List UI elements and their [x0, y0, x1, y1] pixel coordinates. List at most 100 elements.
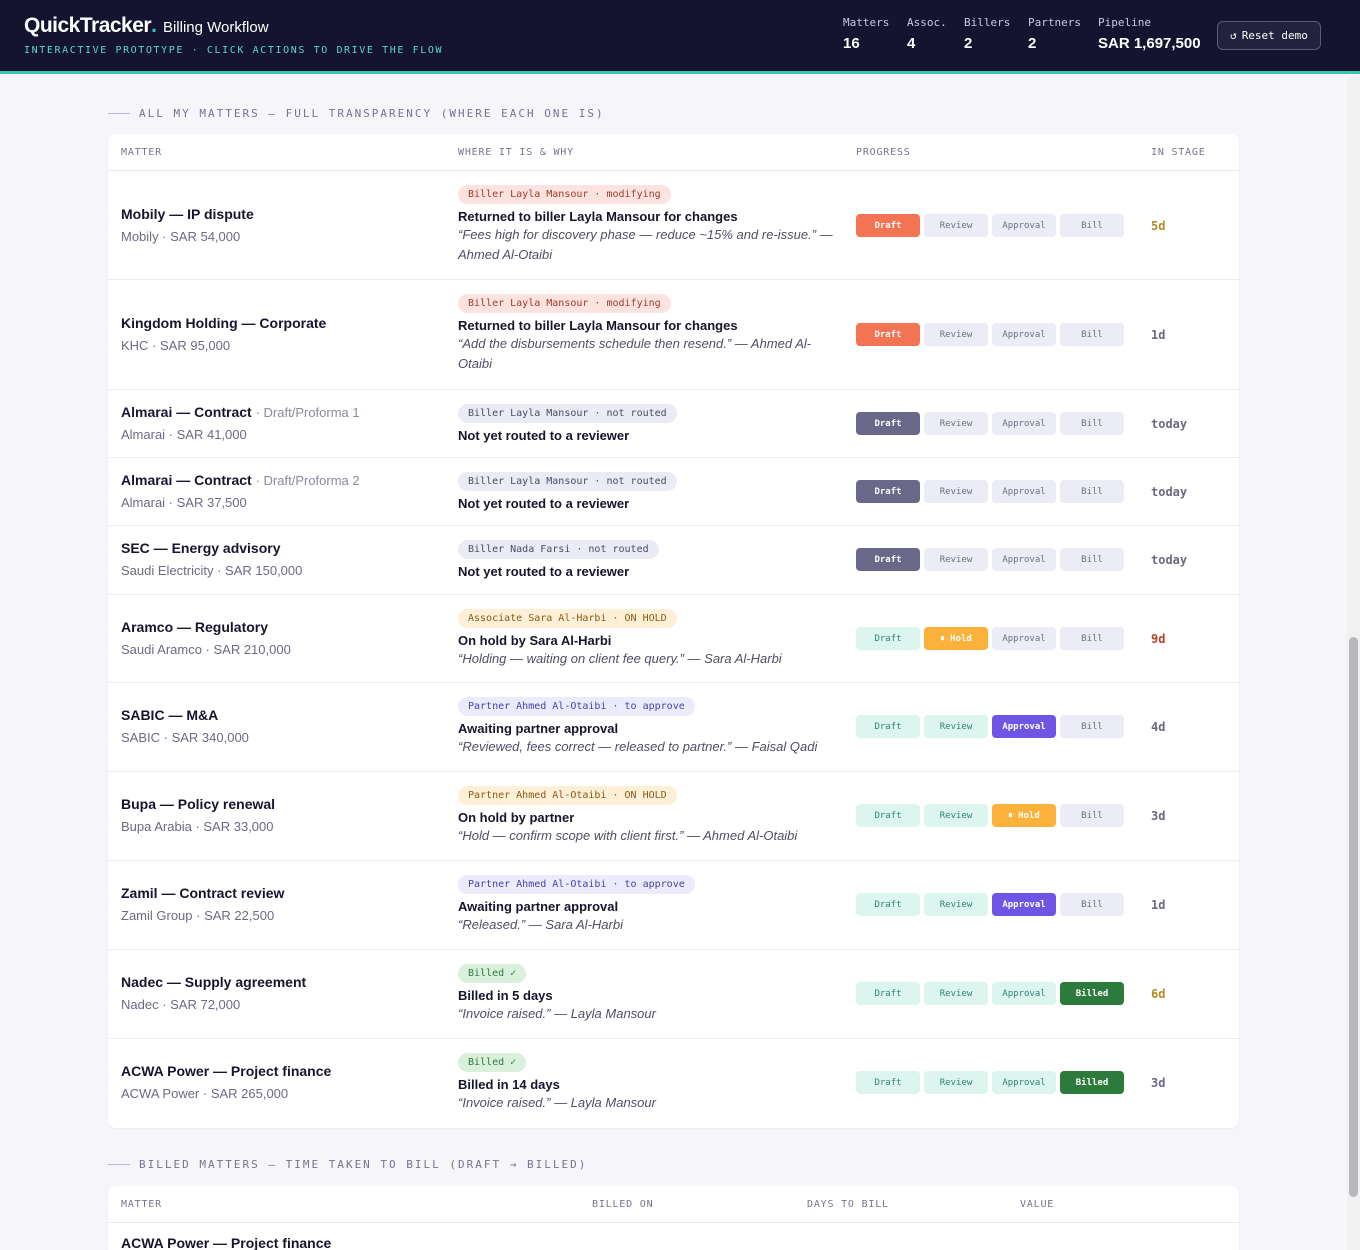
progress-track: Draft Review Approval Bill — [856, 323, 1124, 346]
stage-review[interactable]: Review — [924, 412, 988, 435]
matter-client: Mobily · SAR 54,000 — [121, 229, 241, 244]
billed-section-title: BILLED MATTERS — TIME TAKEN TO BILL (DRA… — [108, 1158, 587, 1171]
stat-pipeline: Pipeline SAR 1,697,500 — [1098, 16, 1201, 52]
table-row[interactable]: Nadec — Supply agreement Nadec · SAR 72,… — [108, 950, 1239, 1039]
status-tag: Partner Ahmed Al-Otaibi · to approve — [458, 697, 695, 716]
in-stage-duration: 5d — [1151, 219, 1166, 233]
stage-bill[interactable]: Bill — [1060, 715, 1124, 738]
stage-review[interactable]: Review — [924, 1071, 988, 1094]
stage-draft[interactable]: Draft — [856, 323, 920, 346]
status-headline: On hold by Sara Al-Harbi — [458, 633, 612, 648]
stage-approval[interactable]: Approval — [992, 214, 1056, 237]
table-row[interactable]: Aramco — Regulatory Saudi Aramco · SAR 2… — [108, 595, 1239, 683]
matter-cell: ACWA Power — Project finance ACWA Power … — [121, 1063, 331, 1101]
brand-dot: . — [151, 14, 157, 37]
matter-cell: Almarai — Contract · Draft/Proforma 2 Al… — [121, 472, 360, 510]
stage-approval[interactable]: Approval — [992, 412, 1056, 435]
stat-value: 16 — [843, 35, 860, 52]
table-row[interactable]: Mobily — IP dispute Mobily · SAR 54,000 … — [108, 171, 1239, 280]
table-row[interactable]: Kingdom Holding — Corporate KHC · SAR 95… — [108, 280, 1239, 390]
stage-draft[interactable]: Draft — [856, 982, 920, 1005]
stage-hold[interactable]: ⏸ Hold — [992, 804, 1056, 827]
table-header: MATTER WHERE IT IS & WHY PROGRESS IN STA… — [108, 134, 1239, 171]
stage-bill[interactable]: Bill — [1060, 893, 1124, 916]
stage-review[interactable]: Review — [924, 982, 988, 1005]
stage-review[interactable]: Review — [924, 323, 988, 346]
matter-client: Saudi Electricity · SAR 150,000 — [121, 563, 303, 578]
table-row[interactable]: Zamil — Contract review Zamil Group · SA… — [108, 861, 1239, 950]
stage-draft[interactable]: Draft — [856, 214, 920, 237]
stage-review[interactable]: Review — [924, 480, 988, 503]
matter-title: SABIC — M&A — [121, 707, 219, 723]
stage-review[interactable]: Review — [924, 893, 988, 916]
stage-draft[interactable]: Draft — [856, 412, 920, 435]
where-cell: Partner Ahmed Al-Otaibi · to approve Awa… — [458, 696, 838, 757]
stage-review[interactable]: Review — [924, 548, 988, 571]
stage-bill[interactable]: Bill — [1060, 323, 1124, 346]
stage-approval[interactable]: Approval — [992, 323, 1056, 346]
stat-value: SAR 1,697,500 — [1098, 35, 1201, 52]
stage-bill[interactable]: Bill — [1060, 804, 1124, 827]
where-cell: Biller Layla Mansour · modifying Returne… — [458, 184, 838, 265]
stage-approval[interactable]: Approval — [992, 893, 1056, 916]
matter-cell: SEC — Energy advisory Saudi Electricity … — [121, 540, 302, 578]
section-rule — [108, 1164, 130, 1165]
section-title-text: BILLED MATTERS — TIME TAKEN TO BILL (DRA… — [139, 1158, 588, 1171]
stage-draft[interactable]: Draft — [856, 715, 920, 738]
stage-review[interactable]: Review — [924, 214, 988, 237]
stage-hold[interactable]: ⏸ Hold — [924, 627, 988, 650]
where-cell: Associate Sara Al-Harbi · ON HOLD On hol… — [458, 608, 838, 669]
stage-approval[interactable]: Approval — [992, 548, 1056, 571]
stage-bill[interactable]: Bill — [1060, 548, 1124, 571]
status-headline: Awaiting partner approval — [458, 721, 619, 736]
matter-cell: Bupa — Policy renewal Bupa Arabia · SAR … — [121, 796, 275, 834]
stage-draft[interactable]: Draft — [856, 480, 920, 503]
column-header-in-stage: IN STAGE — [1151, 147, 1206, 158]
where-cell: Partner Ahmed Al-Otaibi · ON HOLD On hol… — [458, 785, 838, 846]
status-quote: “Holding — waiting on client fee query.”… — [458, 651, 782, 666]
brand-name: QuickTracker — [24, 14, 152, 37]
stage-billed[interactable]: Billed — [1060, 982, 1124, 1005]
matter-client: Zamil Group · SAR 22,500 — [121, 908, 275, 923]
scrollbar-thumb[interactable] — [1349, 637, 1358, 1197]
matter-client: ACWA Power · SAR 265,000 — [121, 1086, 289, 1101]
stat-partners: Partners 2 — [1028, 16, 1081, 52]
stage-bill[interactable]: Bill — [1060, 214, 1124, 237]
in-stage-duration: 6d — [1151, 987, 1166, 1001]
in-stage-duration: 3d — [1151, 1076, 1166, 1090]
stage-draft[interactable]: Draft — [856, 893, 920, 916]
stage-approval[interactable]: Approval — [992, 480, 1056, 503]
stat-label: Partners — [1028, 16, 1081, 29]
section-title-text: ALL MY MATTERS — FULL TRANSPARENCY (WHER… — [139, 107, 605, 120]
reset-demo-button[interactable]: ↺ Reset demo — [1217, 21, 1321, 50]
stage-approval[interactable]: Approval — [992, 627, 1056, 650]
stage-review[interactable]: Review — [924, 715, 988, 738]
stage-bill[interactable]: Bill — [1060, 627, 1124, 650]
progress-track: Draft Review Approval Billed — [856, 1071, 1124, 1094]
table-row[interactable]: SEC — Energy advisory Saudi Electricity … — [108, 526, 1239, 595]
progress-track: Draft Review Approval Billed — [856, 982, 1124, 1005]
matter-title: ACWA Power — Project finance — [121, 1063, 332, 1079]
stage-approval[interactable]: Approval — [992, 715, 1056, 738]
stage-approval[interactable]: Approval — [992, 982, 1056, 1005]
table-row[interactable]: Almarai — Contract · Draft/Proforma 2 Al… — [108, 458, 1239, 526]
where-cell: Biller Layla Mansour · not routed Not ye… — [458, 403, 838, 443]
stage-draft[interactable]: Draft — [856, 804, 920, 827]
stage-bill[interactable]: Bill — [1060, 480, 1124, 503]
stage-approval[interactable]: Approval — [992, 1071, 1056, 1094]
table-row[interactable]: ACWA Power — Project finance — [108, 1223, 1239, 1250]
stage-review[interactable]: Review — [924, 804, 988, 827]
status-tag: Associate Sara Al-Harbi · ON HOLD — [458, 609, 677, 628]
table-row[interactable]: ACWA Power — Project finance ACWA Power … — [108, 1039, 1239, 1128]
table-row[interactable]: SABIC — M&A SABIC · SAR 340,000 Partner … — [108, 683, 1239, 772]
stage-bill[interactable]: Bill — [1060, 412, 1124, 435]
table-row[interactable]: Almarai — Contract · Draft/Proforma 1 Al… — [108, 390, 1239, 458]
stage-billed[interactable]: Billed — [1060, 1071, 1124, 1094]
page-scrollbar[interactable] — [1347, 77, 1360, 1250]
column-header-where: WHERE IT IS & WHY — [458, 147, 574, 158]
table-row[interactable]: Bupa — Policy renewal Bupa Arabia · SAR … — [108, 772, 1239, 861]
status-quote: “Invoice raised.” — Layla Mansour — [458, 1006, 656, 1021]
stage-draft[interactable]: Draft — [856, 548, 920, 571]
stage-draft[interactable]: Draft — [856, 627, 920, 650]
stage-draft[interactable]: Draft — [856, 1071, 920, 1094]
